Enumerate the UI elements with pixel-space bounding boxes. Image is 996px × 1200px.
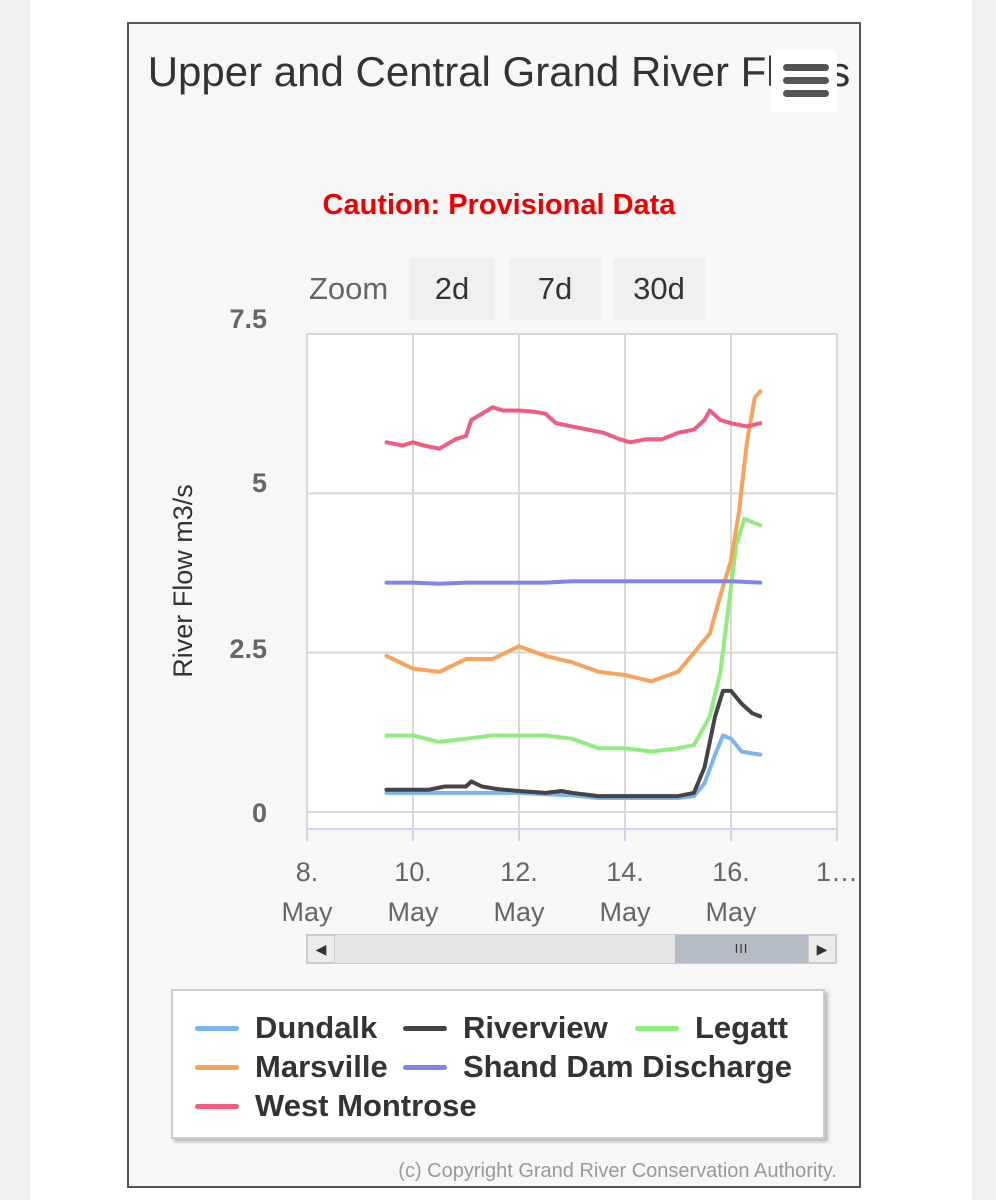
x-tick-label: 10.	[394, 857, 432, 887]
hamburger-menu-icon	[783, 64, 829, 71]
x-tick-label: 16.	[712, 857, 750, 887]
chart-menu-button[interactable]	[771, 50, 837, 112]
x-tick-label: 12.	[500, 857, 538, 887]
x-tick-label: 8.	[296, 857, 319, 887]
legend-swatch	[195, 1026, 239, 1031]
legend-swatch	[403, 1026, 447, 1031]
zoom-7d-button[interactable]: 7d	[509, 258, 601, 320]
zoom-30d-button[interactable]: 30d	[613, 258, 705, 320]
hamburger-menu-icon-bar	[783, 77, 829, 84]
y-tick-label: 2.5	[229, 634, 267, 664]
legend-swatch	[195, 1065, 239, 1070]
legend-label: West Montrose	[255, 1088, 477, 1123]
chart-legend: Dundalk Riverview Legatt Marsville Shand Dam…	[171, 989, 825, 1139]
legend-label: Marsville	[255, 1049, 388, 1084]
x-tick-label: May	[705, 897, 757, 927]
chart-credits[interactable]: (c) Copyright Grand River Conservation A…	[398, 1160, 837, 1182]
y-tick-label: 0	[252, 798, 267, 828]
series-line-shand-dam-discharge	[384, 579, 763, 586]
scroll-left-arrow-icon[interactable]: ◀	[307, 935, 335, 963]
y-tick-label: 5	[252, 468, 267, 498]
series-line-riverview	[384, 688, 763, 799]
chart-title: Upper and Central Grand River Flows	[147, 48, 851, 95]
series-line-legatt	[384, 516, 763, 754]
legend-label: Legatt	[695, 1010, 788, 1045]
legend-label: Shand Dam Discharge	[463, 1049, 793, 1084]
y-axis-title: River Flow m3/s	[168, 484, 198, 678]
legend-swatch	[635, 1026, 679, 1031]
x-tick-label: 14.	[606, 857, 644, 887]
x-tick-label: May	[281, 897, 333, 927]
navigator-scrollbar[interactable]: ◀ III ▶	[306, 934, 837, 964]
scrollbar-thumb[interactable]: III	[675, 935, 808, 963]
chart-subtitle: Caution: Provisional Data	[322, 189, 676, 221]
legend-label: Dundalk	[255, 1010, 378, 1045]
x-tick-label: May	[493, 897, 545, 927]
x-tick-label: May	[599, 897, 651, 927]
zoom-label: Zoom	[309, 271, 389, 306]
zoom-2d-button[interactable]: 2d	[409, 258, 495, 320]
hamburger-menu-icon-bar	[783, 90, 829, 97]
legend-label: Riverview	[463, 1010, 608, 1045]
x-tick-label: 1…	[816, 857, 858, 887]
y-tick-label: 7.5	[229, 304, 267, 334]
series-line-marsville	[384, 389, 763, 684]
chart-plot: 0 2.5 5 7.5 8. May 10. May 12. May 14. May 16. May 1… R…	[168, 304, 858, 927]
x-tick-label: May	[387, 897, 439, 927]
legend-swatch	[403, 1065, 447, 1070]
series-line-west-montrose	[384, 405, 763, 451]
scroll-right-arrow-icon[interactable]: ▶	[808, 935, 836, 963]
legend-swatch	[195, 1104, 239, 1109]
chart-container: Upper and Central Grand River Flows Caut…	[127, 22, 861, 1188]
